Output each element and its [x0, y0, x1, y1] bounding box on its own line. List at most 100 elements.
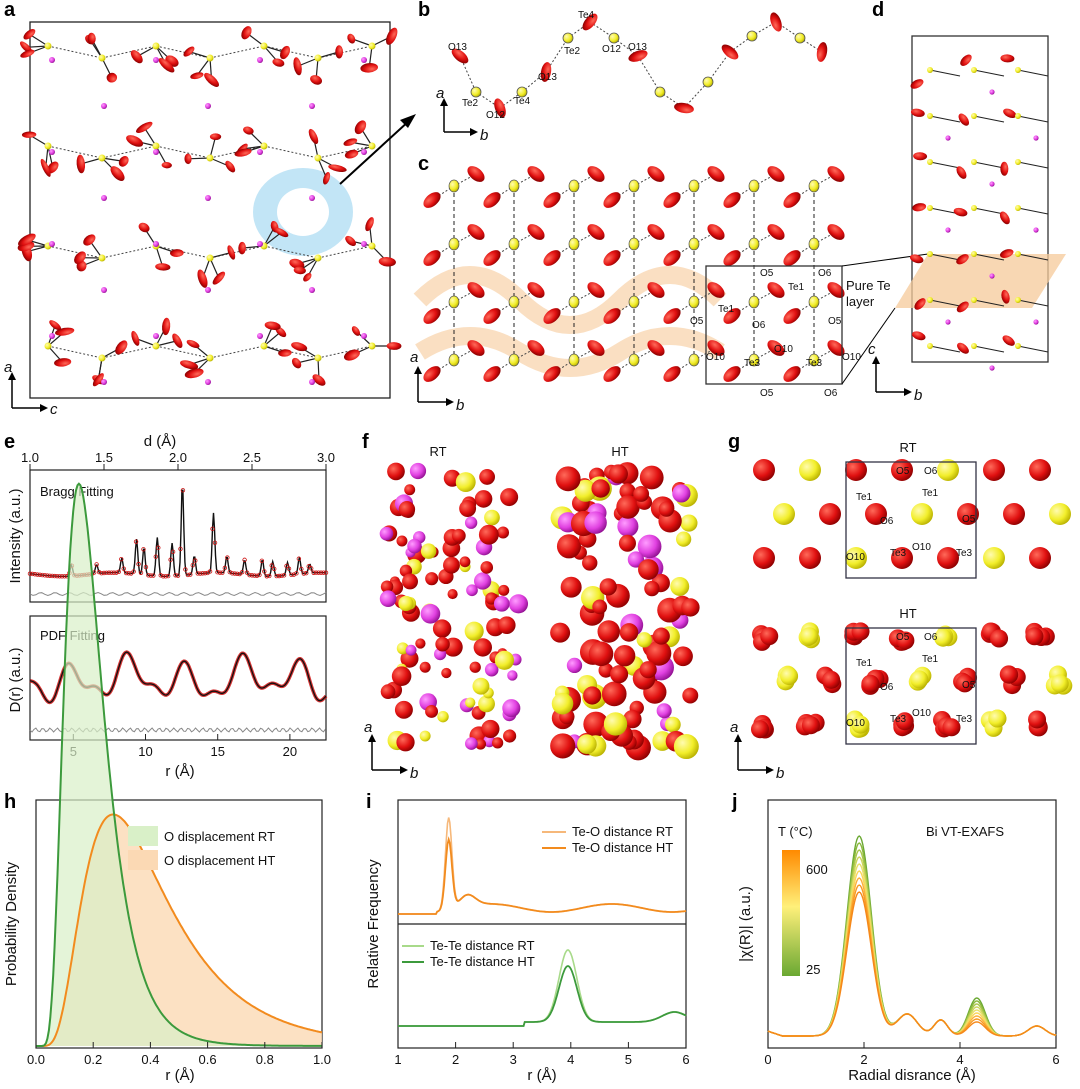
- oxygen-atom: [540, 62, 552, 82]
- bond-line: [973, 345, 1005, 353]
- bragg-data-point: [163, 574, 168, 579]
- bismuth-atom: [361, 57, 367, 63]
- te-layer-band: [415, 327, 725, 377]
- tellurium-atom: [1015, 159, 1021, 165]
- oxygen-atom: [459, 556, 471, 568]
- panel-i: i Relative Frequency Te-O distance RT Te…: [365, 791, 690, 1084]
- tick-label: 6: [1052, 1052, 1059, 1067]
- oxygen-atom: [497, 526, 510, 539]
- oxygen-atom: [212, 271, 226, 285]
- exafs-line: [767, 870, 1057, 1037]
- oxygen-atom: [158, 58, 175, 73]
- oxygen-atom: [1000, 161, 1009, 176]
- bond-line: [929, 69, 961, 77]
- bond-line: [317, 245, 373, 259]
- bragg-data-point: [323, 570, 329, 575]
- tellurium-atom: [494, 650, 515, 670]
- oxygen-atom: [21, 131, 37, 138]
- atom-label: Te2: [462, 98, 479, 109]
- oxygen-atom: [783, 366, 801, 382]
- bragg-data-point: [301, 571, 306, 576]
- bismuth-atom: [361, 149, 367, 155]
- legend-tete-rt: Te-Te distance RT: [430, 938, 535, 953]
- bragg-data-point: [207, 569, 213, 574]
- oxygen-atom: [498, 584, 510, 596]
- oxygen-atom: [184, 368, 204, 379]
- oxygen-atom: [937, 547, 959, 569]
- atom-label: O10: [846, 718, 865, 729]
- tellurium-atom: [748, 295, 760, 309]
- exafs-line: [767, 856, 1057, 1037]
- tellurium-atom: [396, 642, 409, 655]
- oxygen-atom: [582, 13, 598, 31]
- bragg-data-point: [274, 573, 279, 579]
- axes-indicator-f: a b: [364, 719, 418, 782]
- oxygen-atom: [816, 42, 828, 62]
- oxygen-atom: [1001, 289, 1010, 304]
- oxygen-atom: [543, 366, 561, 382]
- bragg-data-point: [227, 569, 232, 575]
- bismuth-atom: [309, 103, 315, 109]
- tick-label: 6: [682, 1052, 689, 1067]
- oxygen-atom: [387, 462, 405, 481]
- legend-tete-ht: Te-Te distance HT: [430, 954, 535, 969]
- pdf-plot-frame: [29, 615, 327, 741]
- bismuth-atom: [153, 241, 159, 247]
- bragg-data-point: [200, 571, 205, 576]
- tellurium-atom: [934, 628, 953, 647]
- tellurium-atom: [478, 695, 495, 713]
- colorbar-title: T (°C): [778, 824, 813, 839]
- bragg-data-point: [267, 573, 272, 579]
- oxygen-atom: [953, 207, 968, 217]
- top-axis-title: d (Å): [144, 433, 177, 450]
- bismuth-atom: [945, 227, 951, 233]
- bismuth-atom: [945, 135, 951, 141]
- oxygen-atom: [347, 33, 356, 44]
- pure-te-label: Pure Te: [846, 278, 891, 293]
- bismuth-atom: [49, 241, 55, 247]
- tellurium-atom: [368, 42, 376, 50]
- tellurium-atom: [260, 142, 268, 150]
- bragg-data-point: [168, 557, 173, 562]
- bragg-data-point: [151, 573, 156, 578]
- tellurium-atom: [368, 242, 376, 250]
- oxygen-atom: [323, 171, 331, 185]
- tellurium-atom: [910, 670, 929, 689]
- bismuth-atom: [309, 379, 315, 385]
- bismuth-atom: [49, 149, 55, 155]
- tellurium-atom: [971, 113, 977, 119]
- oxygen-atom: [619, 623, 639, 642]
- oxygen-atom: [344, 149, 359, 159]
- bond-line: [155, 345, 211, 359]
- panel-e: e d (Å) 1.01.52.02.53.0 Bragg Fitting In…: [4, 431, 335, 780]
- atom-label: O13: [628, 42, 647, 53]
- oxygen-atom: [110, 166, 125, 181]
- oxygen-atom: [827, 166, 845, 182]
- exafs-line: [767, 884, 1057, 1037]
- oxygen-atom: [344, 349, 360, 361]
- bismuth-atom: [257, 241, 263, 247]
- oxygen-atom: [272, 58, 285, 67]
- oxygen-atom: [753, 459, 775, 481]
- bragg-data-point: [309, 566, 314, 571]
- oxygen-atom: [956, 301, 969, 313]
- tellurium-atom: [574, 479, 597, 502]
- bismuth-atom: [566, 657, 583, 674]
- bragg-plot-frame: [29, 469, 327, 603]
- atom-label: O5: [896, 466, 910, 477]
- bismuth-atom: [466, 584, 478, 597]
- bragg-data-point: [180, 488, 186, 493]
- bragg-data-point: [131, 569, 136, 574]
- tellurium-atom: [368, 342, 376, 350]
- tellurium-atom: [665, 716, 681, 733]
- bragg-data-point: [146, 573, 151, 578]
- oxygen-atom: [639, 465, 664, 490]
- oxygen-atom: [398, 501, 416, 518]
- oxygen-atom: [827, 340, 845, 356]
- bond-line: [929, 345, 961, 353]
- oxygen-atom: [386, 342, 402, 350]
- tellurium-atom: [799, 459, 821, 481]
- oxygen-atom: [415, 638, 426, 649]
- atom-label: Te1: [856, 492, 873, 503]
- oxygen-atom: [469, 661, 481, 673]
